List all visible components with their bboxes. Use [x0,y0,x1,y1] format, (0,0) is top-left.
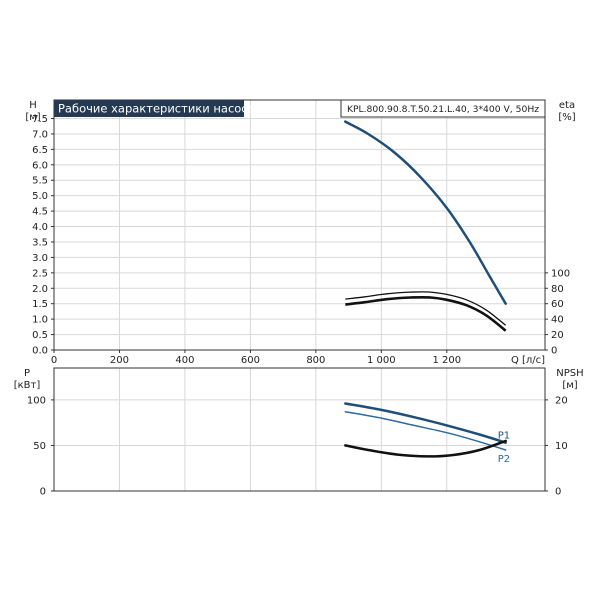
x-tick-label: 200 [110,355,129,366]
y-right-tick-label: 20 [551,330,564,341]
y-left-tick-label: 3.5 [32,237,48,248]
y-right-axis-label: eta [559,100,575,111]
chart-title-box [54,100,244,117]
y-left-tick-label: 3.0 [32,253,48,264]
series-label-p1: P1 [498,431,510,442]
x-tick-label: 800 [306,355,325,366]
lower-plot: 0 50 100 P[кВт] 0 10 20 NPSH[м] P1 P2 [14,367,584,498]
y-left-tick-label: 1.0 [32,315,48,326]
y-left-tick-label: 6.0 [32,160,48,171]
y-left-tick-label: 6.5 [32,145,48,156]
series-label-p2: P2 [498,454,510,465]
p-axis-unit: [кВт] [14,380,41,391]
model-box [340,99,546,118]
y-right-tick-label: 100 [551,268,570,279]
y-left-tick-label: 7.0 [32,129,48,140]
y-left-axis-label: H [29,100,37,111]
head-curve [344,120,507,305]
p-tick-label: 50 [33,441,46,452]
y-left-axis-unit: [м] [25,112,40,123]
lower-plot-frame [53,367,546,492]
x-tick-label: 1 200 [432,355,461,366]
y-right-tick-label: 40 [551,315,564,326]
npsh-tick-label: 20 [555,395,568,406]
p-tick-label: 100 [27,395,46,406]
x-tick-label: 1 000 [367,355,396,366]
y-left-tick-label: 5.5 [32,176,48,187]
y-left-tick-label: 7.5 [32,114,48,125]
npsh-axis-unit: [м] [562,380,577,391]
p-tick-label: 0 [40,487,46,498]
efficiency-curve-inner [345,295,507,332]
efficiency-curve-outer [345,291,507,326]
y-right-tick-label: 80 [551,284,564,295]
y-left-tick-label: 1.5 [32,299,48,310]
model-label: KPL.800.90.8.T.50.21.L.40, 3*400 V, 50Hz [347,104,539,115]
x-tick-label: 0 [51,355,57,366]
upper-plot: 0 200 400 600 800 1 000 1 200 Q [л/с]0.00.51.01… [25,99,576,366]
y-right-tick-label: 60 [551,299,564,310]
y-left-tick-label: 2.5 [32,268,48,279]
x-axis-label: Q [л/с] [511,355,545,366]
power-curve-p2 [344,410,507,451]
y-right-tick-label: 0 [551,346,557,357]
y-left-tick-label: 4.5 [32,207,48,218]
y-right-axis-unit: [%] [558,112,575,123]
npsh-tick-label: 10 [555,441,568,452]
y-left-tick-label: 2.0 [32,284,48,295]
y-left-tick-label: 0.5 [32,330,48,341]
p-axis-label: P [24,368,30,379]
npsh-tick-label: 0 [555,487,561,498]
power-curve-p1 [344,402,507,444]
x-tick-label: 400 [175,355,194,366]
npsh-curve [344,439,507,458]
y-left-tick-label: 5.0 [32,191,48,202]
npsh-axis-label: NPSH [556,368,583,379]
y-left-tick-label: 0.0 [32,346,48,357]
x-tick-label: 600 [241,355,260,366]
chart-title: Рабочие характеристики насоса [58,102,255,116]
y-left-tick-label: 4.0 [32,222,48,233]
upper-plot-frame [53,99,546,351]
